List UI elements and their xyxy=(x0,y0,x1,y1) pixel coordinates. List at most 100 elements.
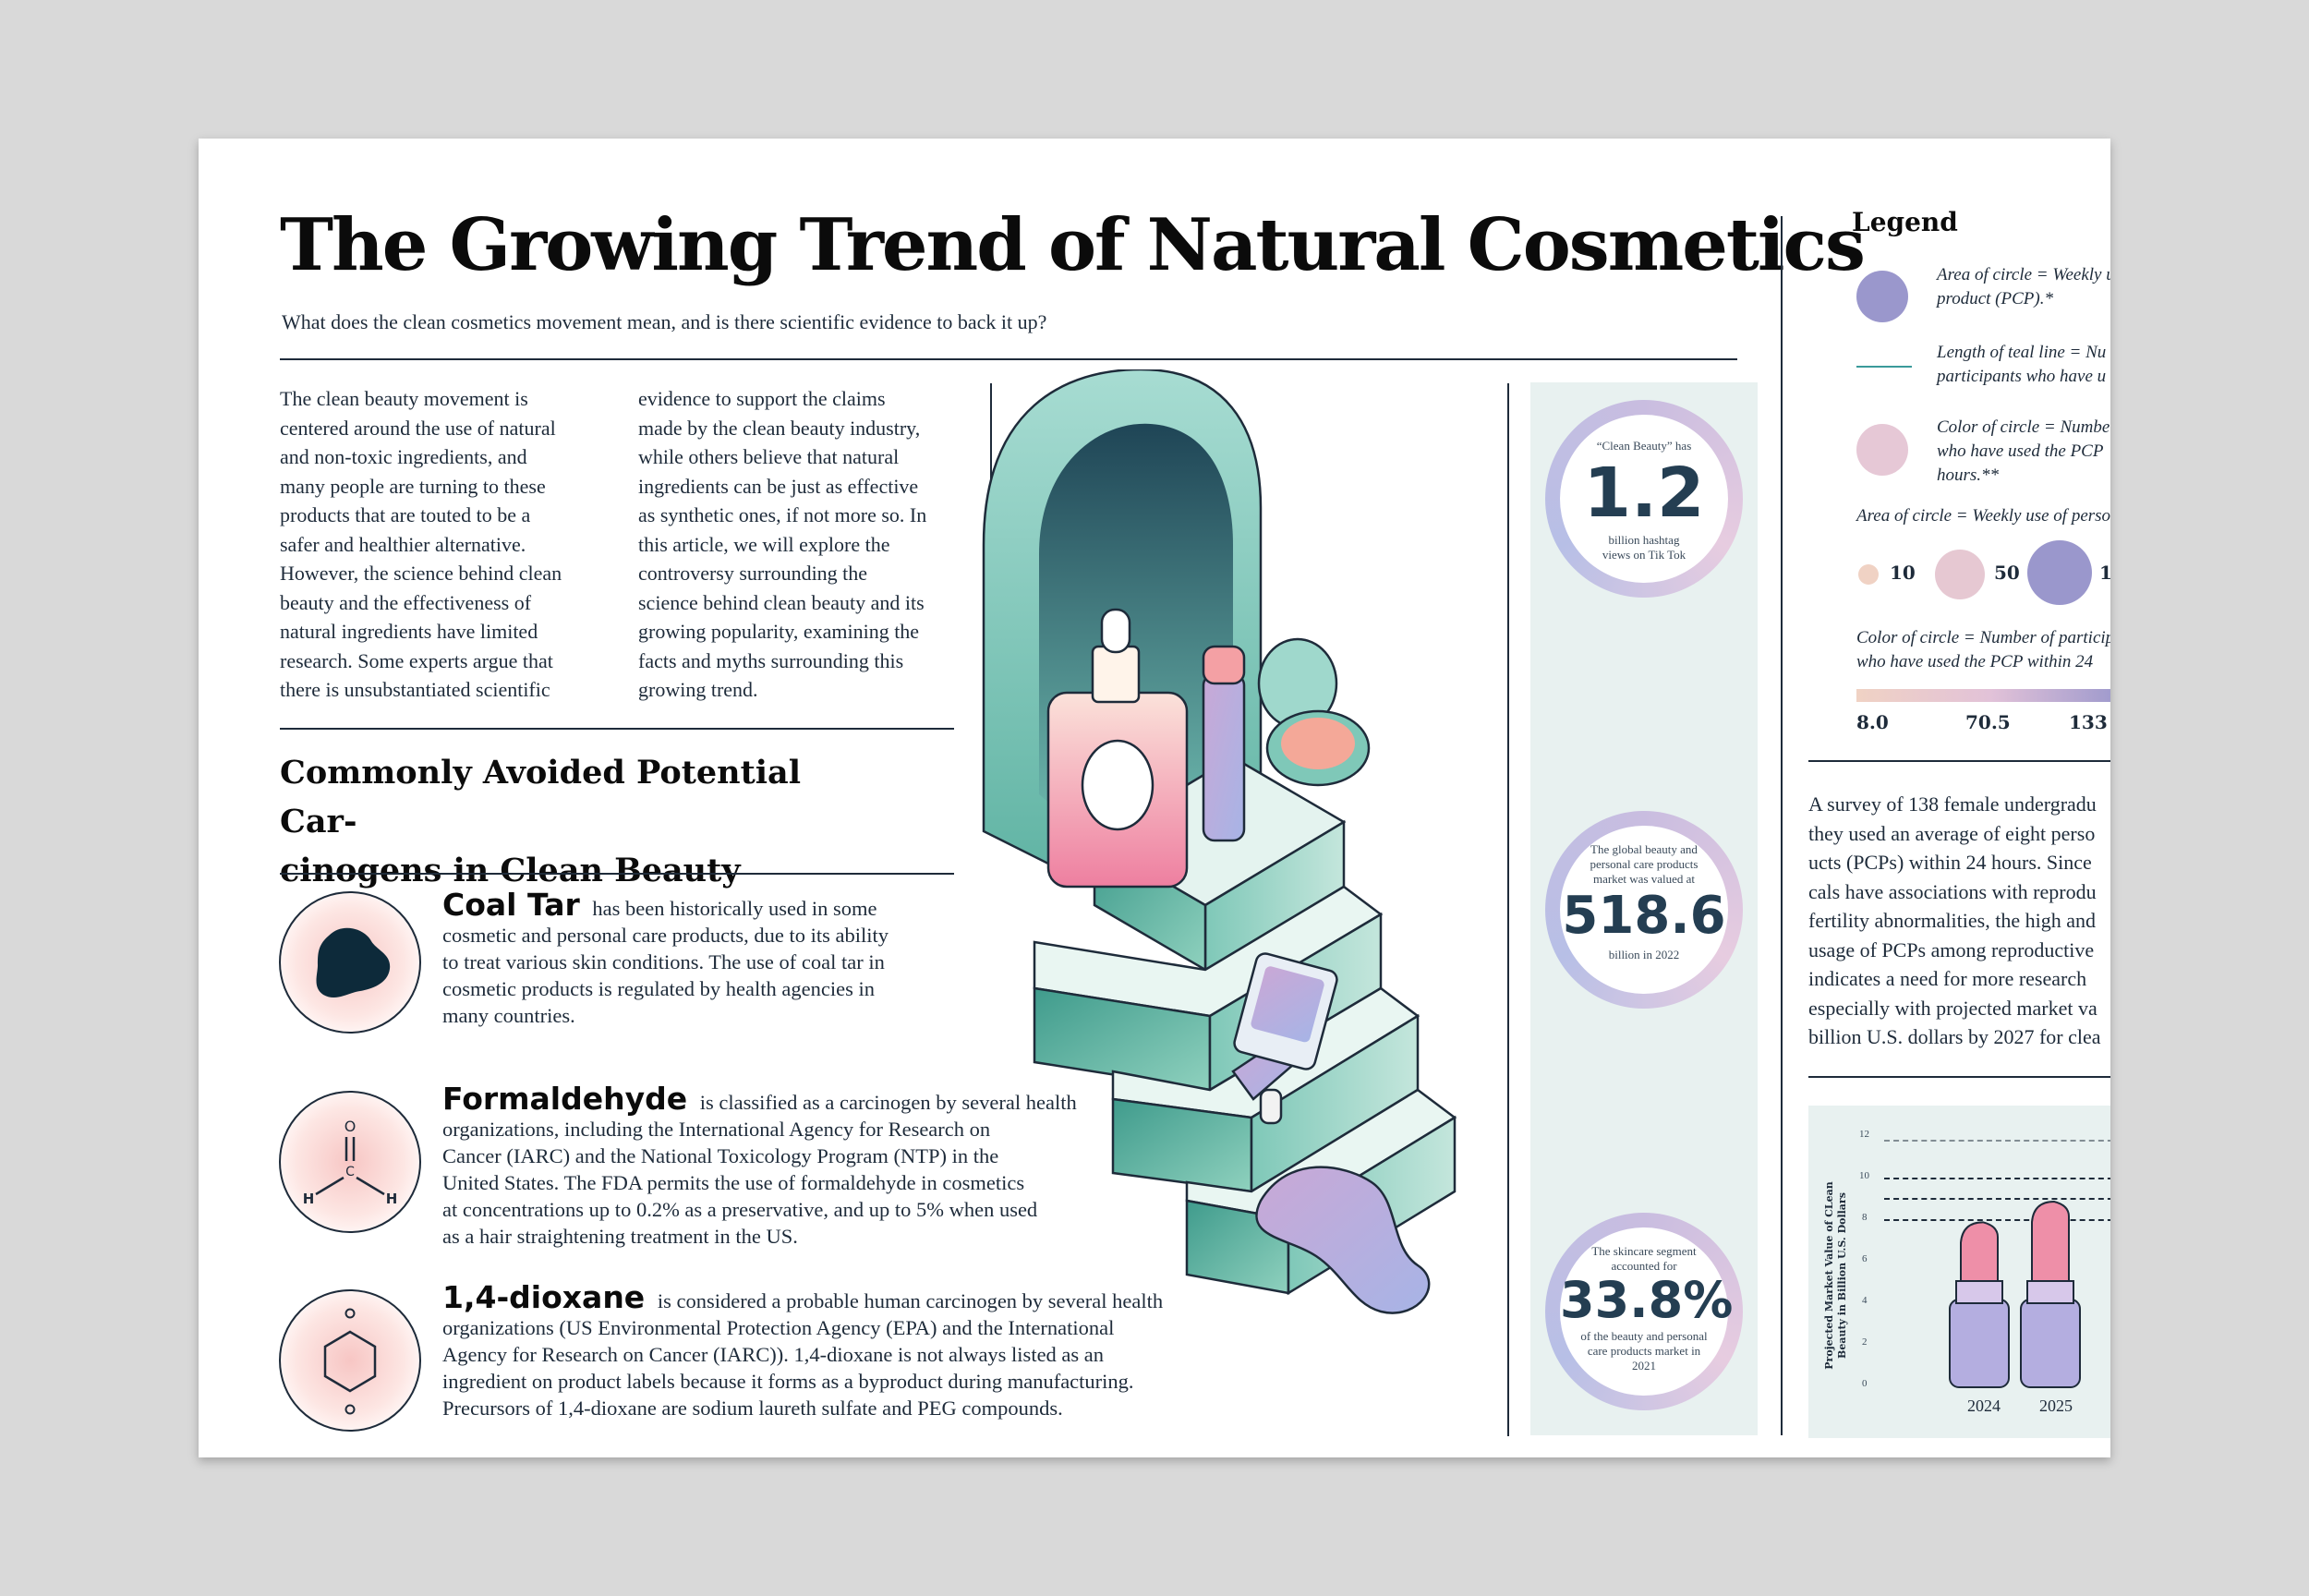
text-line: as synthetic ones, if not more so. In xyxy=(638,503,927,526)
text-line: Cancer (IARC) and the National Toxicolog… xyxy=(442,1144,999,1167)
lipstick-bar-2024 xyxy=(1949,1221,2010,1388)
legend-entry: Color of circle = Numbe who have used th… xyxy=(1937,416,2110,488)
text-line: controversy surrounding the xyxy=(638,562,868,585)
gridline xyxy=(1884,1198,2110,1200)
hydrogen-atom-label: H xyxy=(386,1191,398,1207)
text-line: many countries. xyxy=(442,1004,575,1027)
chart-plot xyxy=(1949,1200,2081,1388)
legend-text-line: Length of teal line = Nu xyxy=(1937,343,2107,362)
dioxane-description: 1,4-dioxane is considered a probable hum… xyxy=(442,1282,1209,1421)
coal-tar-icon xyxy=(279,891,421,1034)
text-line: fertility abnormalities, the high and xyxy=(1808,909,2096,932)
column-divider xyxy=(1507,383,1509,1436)
legend-text-line: who have used the PCP within 24 xyxy=(1856,652,2094,671)
text-line: especially with projected market va xyxy=(1808,996,2097,1020)
y-tick-label: 10 xyxy=(1859,1170,1869,1181)
legend-scale-label: 133 xyxy=(2069,711,2108,733)
header-divider xyxy=(280,358,1737,360)
stat-caption: care products market in xyxy=(1587,1344,1701,1358)
text-line: Agency for Research on Cancer (IARC)). 1… xyxy=(442,1343,1105,1366)
legend-size-label: 50 xyxy=(1994,562,2020,584)
survey-divider xyxy=(1808,1076,2110,1078)
stat-caption: The skincare segment accounted for xyxy=(1591,1244,1697,1273)
text-line: centered around the use of natural xyxy=(280,416,556,440)
y-tick-label: 8 xyxy=(1862,1212,1868,1223)
text-line: A survey of 138 female undergradu xyxy=(1808,792,2097,816)
text-line: United States. The FDA permits the use o… xyxy=(442,1171,1025,1194)
legend-text-line: Color of circle = Numbe xyxy=(1937,417,2110,437)
stat-value: 1.2 xyxy=(1583,453,1705,533)
text-line: indicates a need for more research xyxy=(1808,967,2087,990)
stat-market-ring: The global beauty and personal care prod… xyxy=(1545,811,1743,1009)
legend-divider xyxy=(1808,760,2110,762)
text-line: has been historically used in some xyxy=(586,897,877,920)
item-name: Formaldehyde xyxy=(442,1081,688,1117)
text-line: The clean beauty movement is xyxy=(280,387,528,410)
text-line: cals have associations with reprodu xyxy=(1808,879,2097,903)
text-line: they used an average of eight perso xyxy=(1808,821,2096,845)
text-line: However, the science behind clean xyxy=(280,562,562,585)
stat-caption: billion hashtag xyxy=(1608,533,1680,547)
legend-teal-line-swatch xyxy=(1856,366,1912,368)
legend-color-scale-bar xyxy=(1856,689,2110,702)
text-line: science behind clean beauty and its xyxy=(638,590,925,614)
section-divider-top xyxy=(280,728,954,730)
page-title: The Growing Trend of Natural Cosmetics xyxy=(280,203,1866,287)
legend-size-50 xyxy=(1935,550,1985,599)
text-line: growing popularity, examining the xyxy=(638,620,920,643)
section-title: Commonly Avoided Potential Car- cinogens… xyxy=(280,748,871,895)
stat-caption: of the beauty and personal xyxy=(1580,1329,1708,1343)
text-line: natural ingredients have limited xyxy=(280,620,538,643)
market-value-chart: Projected Market Value of CLean Beauty i… xyxy=(1808,1106,2110,1438)
stat-caption: The global beauty and personal care prod… xyxy=(1590,842,1699,886)
text-line: cosmetic products is regulated by health… xyxy=(442,977,875,1000)
text-line: made by the clean beauty industry, xyxy=(638,416,921,440)
text-line: Precursors of 1,4-dioxane are sodium lau… xyxy=(442,1396,1063,1420)
y-tick-label: 12 xyxy=(1859,1129,1869,1140)
legend-entry: Length of teal line = Nu participants wh… xyxy=(1937,341,2106,389)
stat-caption: billion in 2022 xyxy=(1608,948,1680,961)
carbon-atom-label: C xyxy=(345,1165,355,1179)
cosmetics-shelf-illustration xyxy=(982,369,1457,1314)
text-line: ingredient on product labels because it … xyxy=(442,1370,1134,1393)
column-divider xyxy=(1781,216,1783,1435)
section-divider-bottom xyxy=(280,873,954,875)
stat-caption: views on Tik Tok xyxy=(1602,548,1686,562)
lipstick-bar-2025 xyxy=(2020,1200,2081,1388)
x-tick-label: 2024 xyxy=(1967,1396,2001,1415)
legend-text-line: participants who have u xyxy=(1937,367,2107,386)
text-line: is considered a probable human carcinoge… xyxy=(652,1289,1164,1312)
legend-text-line: hours.** xyxy=(1937,466,2000,485)
stat-value: 518.6 xyxy=(1562,886,1726,946)
formaldehyde-molecule-icon: O C H H xyxy=(279,1091,421,1233)
legend-size-label: 13 xyxy=(2099,562,2110,584)
stat-value: 33.8% xyxy=(1560,1271,1734,1329)
infographic-page: The Growing Trend of Natural Cosmetics W… xyxy=(199,139,2110,1457)
page-subtitle: What does the clean cosmetics movement m… xyxy=(282,310,1047,333)
gridline-8 xyxy=(1884,1219,2110,1221)
text-line: at concentrations up to 0.2% as a preser… xyxy=(442,1198,1038,1221)
legend-text-line: Area of circle = Weekly u xyxy=(1937,265,2110,284)
item-name: Coal Tar xyxy=(442,887,580,923)
y-tick-label: 2 xyxy=(1862,1336,1868,1348)
item-name: 1,4-dioxane xyxy=(442,1279,646,1315)
text-line: usage of PCPs among reproductive xyxy=(1808,937,2095,961)
text-line: as a hair straightening treatment in the… xyxy=(442,1225,798,1248)
stat-skincare-ring: The skincare segment accounted for 33.8%… xyxy=(1545,1213,1743,1410)
gridline-10 xyxy=(1884,1178,2110,1179)
stat-caption: “Clean Beauty” has xyxy=(1596,439,1692,453)
text-line: many people are turning to these xyxy=(280,474,546,498)
section-title-line: cinogens in Clean Beauty xyxy=(280,852,741,889)
stat-tiktok-ring: “Clean Beauty” has 1.2 billion hashtag v… xyxy=(1545,400,1743,598)
y-tick-label: 4 xyxy=(1862,1295,1868,1306)
stat-caption: 2021 xyxy=(1632,1359,1656,1372)
y-tick-label: 0 xyxy=(1862,1378,1868,1389)
section-title-line: Commonly Avoided Potential Car- xyxy=(280,754,802,840)
text-line: evidence to support the claims xyxy=(638,387,886,410)
text-line: products that are touted to be a xyxy=(280,503,531,526)
coal-tar-description: Coal Tar has been historically used in s… xyxy=(442,889,960,1029)
legend-color-label: Color of circle = Number of particip who… xyxy=(1856,626,2110,674)
legend-text-line: Color of circle = Number of particip xyxy=(1856,628,2110,647)
dioxane-molecule-icon xyxy=(279,1289,421,1432)
legend-size-10 xyxy=(1858,564,1879,585)
